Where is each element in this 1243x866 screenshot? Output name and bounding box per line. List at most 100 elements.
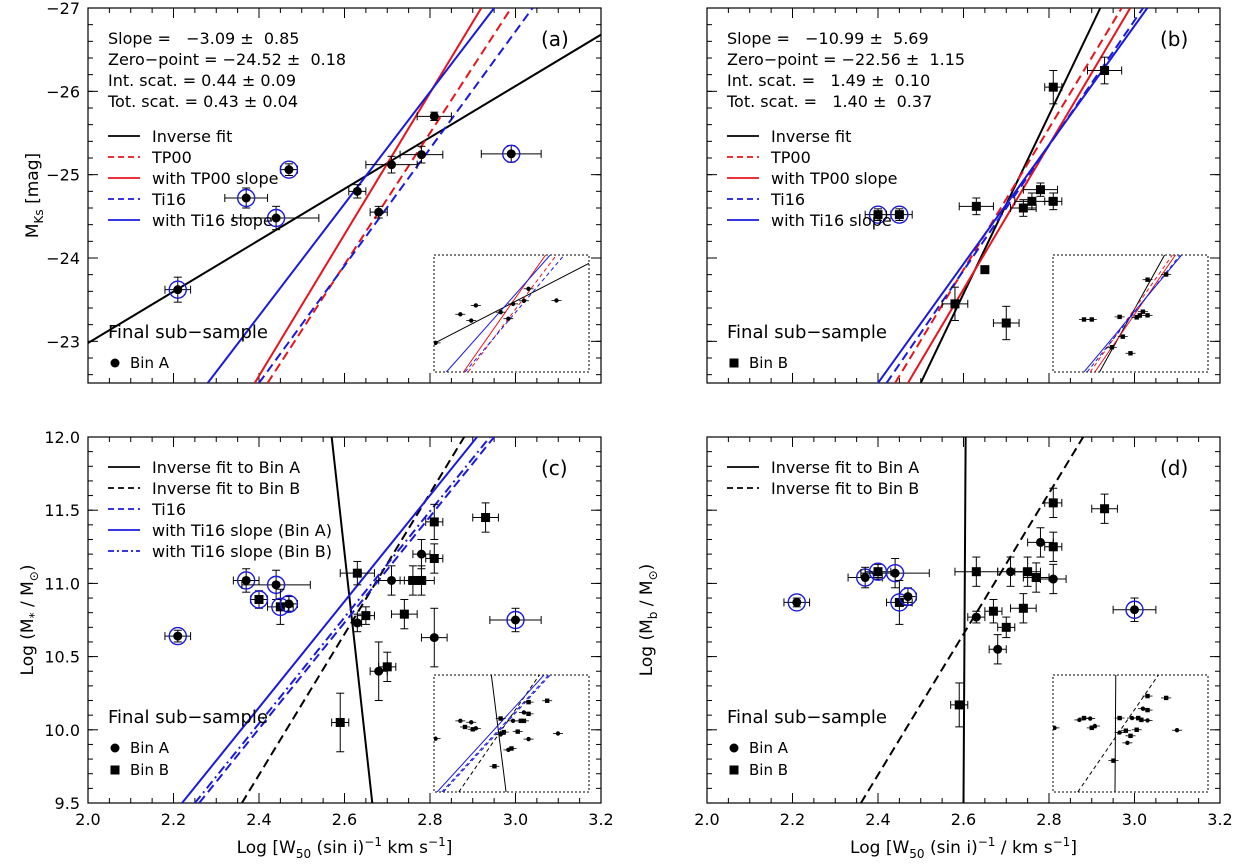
highlight-ring: [502, 144, 521, 164]
circle-marker: [352, 186, 362, 196]
fit-line-0: [919, 8, 1102, 383]
square-marker: [894, 597, 904, 607]
data-point: [348, 184, 367, 199]
legend-label-4: with Ti16 slope: [152, 211, 273, 230]
sample-label: Final sub−sample: [108, 322, 268, 343]
data-point: [339, 560, 375, 586]
data-point: [425, 543, 444, 574]
highlight-ring: [249, 590, 269, 609]
circle-marker: [1035, 537, 1045, 547]
circle-marker: [241, 193, 251, 203]
inset-fit-line-2: [442, 675, 551, 792]
inset-fit-line-0: [1099, 255, 1166, 372]
fit-stat-3: Tot. scat. = 1.40 ± 0.37: [726, 92, 932, 111]
data-point: [1044, 531, 1063, 562]
data-point: [420, 607, 448, 668]
data-point: [331, 692, 350, 753]
data-point: [783, 593, 811, 612]
square-marker: [481, 513, 491, 523]
legend-label-0: Inverse fit: [771, 127, 851, 146]
legend-label-2: with TP00 slope: [152, 169, 278, 188]
data-point: [1014, 556, 1041, 587]
inset-fit-line-3: [436, 675, 545, 792]
data-point: [369, 205, 388, 219]
marker-legend-label-1: Bin B: [749, 761, 788, 779]
y-axis-label: Log (Mb / M⊙): [637, 564, 660, 677]
x-tick-label: 2.2: [780, 810, 805, 829]
square-marker: [980, 265, 990, 275]
data-point: [356, 606, 375, 625]
data-point: [232, 568, 260, 593]
x-tick-label: 3.2: [1207, 810, 1232, 829]
square-marker: [873, 210, 883, 220]
circle-marker: [506, 149, 516, 159]
y-tick-label: −27: [46, 0, 80, 18]
square-marker: [1018, 203, 1028, 213]
data-point: [391, 599, 418, 630]
inset-points: [1079, 272, 1172, 356]
circle-marker: [271, 580, 281, 590]
circle-marker: [429, 633, 439, 643]
circle-marker: [284, 165, 294, 175]
data-point: [164, 626, 192, 646]
sample-label: Final sub−sample: [727, 707, 887, 728]
data-point: [988, 634, 1007, 665]
highlight-ring: [168, 626, 187, 646]
inset-fit-line-4: [441, 675, 550, 792]
data-points: [164, 111, 542, 303]
circle-marker: [1048, 574, 1058, 584]
inset-lines: [434, 255, 589, 372]
circle-marker: [860, 573, 870, 583]
y-tick-label: −26: [46, 82, 80, 101]
data-point: [164, 276, 192, 303]
y-tick-label: −24: [46, 249, 80, 268]
marker-legend-label-1: Bin B: [130, 761, 169, 779]
inset-fit-line-4: [446, 255, 551, 372]
circle-marker: [416, 150, 426, 160]
circle-marker: [271, 213, 281, 223]
panel-c: 2.0 2.2 2.4 2.6 2.8 3.0 3.2 9.5 10.0 10.5 11.0 11.5…: [18, 428, 614, 861]
square-marker: [894, 210, 904, 220]
y-tick-label: −25: [46, 166, 80, 185]
highlight-ring: [506, 610, 525, 630]
data-point: [886, 205, 913, 224]
x-tick-label: 2.2: [161, 810, 186, 829]
data-point: [365, 155, 418, 174]
circle-marker: [511, 615, 520, 625]
legend-circle-marker: [110, 743, 120, 753]
data-points: [164, 502, 542, 753]
data-point: [898, 587, 918, 606]
x-tick-label: 3.0: [1122, 810, 1147, 829]
data-point: [860, 558, 930, 589]
y-tick-label: 10.0: [44, 721, 80, 740]
inset-fit-line-0: [434, 262, 589, 345]
data-point: [1039, 563, 1067, 595]
square-marker: [971, 201, 981, 211]
inset-fit-line-3: [1086, 255, 1181, 372]
data-point: [279, 594, 299, 614]
data-point: [980, 265, 990, 275]
highlight-ring: [279, 594, 299, 614]
square-marker: [1048, 498, 1058, 508]
square-marker: [399, 609, 409, 619]
circle-marker: [241, 575, 251, 585]
data-point: [472, 502, 499, 533]
circle-marker: [993, 644, 1003, 654]
data-point: [378, 651, 397, 682]
y-tick-label: 11.5: [44, 501, 80, 520]
circle-marker: [971, 612, 981, 622]
circle-marker: [1006, 567, 1016, 577]
square-marker: [971, 567, 981, 577]
legend-label-0: Inverse fit to Bin A: [771, 458, 919, 477]
panel-label: (d): [1160, 456, 1188, 480]
circle-marker: [284, 599, 294, 609]
x-axis-label: Log [W50 (sin i)−1 km s−1]: [237, 835, 453, 861]
data-point: [425, 503, 444, 540]
circle-marker: [792, 597, 802, 607]
panel-b: (b) Slope = −10.99 ± 5.69 Zero−point = −22…: [706, 7, 1221, 384]
legend-circle-marker: [110, 358, 120, 368]
y-axis-label: Log (M* / M⊙): [18, 565, 41, 676]
y-tick-label: 12.0: [44, 428, 80, 447]
square-marker: [416, 575, 426, 585]
